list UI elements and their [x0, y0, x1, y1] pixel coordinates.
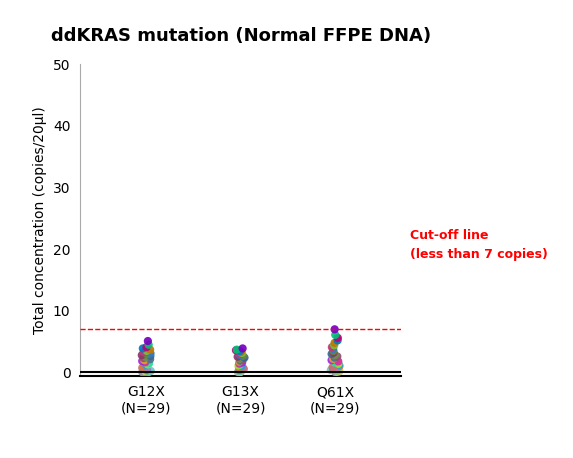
Point — [330, 352, 339, 359]
Point — [234, 362, 243, 369]
Text: Cut-off line: Cut-off line — [410, 229, 488, 242]
Point — [234, 364, 244, 371]
Point — [329, 342, 339, 349]
Point — [235, 368, 244, 375]
Point — [329, 347, 338, 354]
Text: (less than 7 copies): (less than 7 copies) — [410, 248, 548, 261]
Point — [236, 350, 245, 358]
Point — [236, 348, 245, 355]
Point — [143, 338, 152, 345]
Point — [236, 357, 245, 365]
Point — [142, 354, 151, 361]
Point — [240, 365, 249, 373]
Point — [236, 349, 245, 356]
Point — [329, 349, 338, 356]
Point — [231, 347, 241, 354]
Point — [326, 366, 335, 374]
Point — [333, 334, 343, 342]
Point — [240, 354, 249, 361]
Point — [327, 350, 336, 358]
Point — [138, 369, 147, 376]
Point — [335, 363, 344, 370]
Point — [146, 346, 155, 353]
Point — [142, 365, 151, 372]
Point — [236, 361, 245, 368]
Point — [235, 366, 244, 374]
Point — [137, 352, 146, 359]
Point — [331, 331, 340, 338]
Point — [140, 356, 149, 364]
Point — [146, 350, 155, 357]
Point — [140, 359, 150, 366]
Point — [142, 344, 151, 351]
Point — [335, 368, 344, 375]
Point — [332, 368, 342, 376]
Point — [146, 367, 155, 375]
Point — [330, 359, 339, 366]
Point — [138, 357, 147, 365]
Point — [142, 366, 151, 374]
Point — [236, 369, 245, 376]
Point — [328, 345, 337, 353]
Point — [328, 364, 337, 371]
Point — [236, 367, 245, 375]
Point — [141, 368, 150, 376]
Point — [331, 369, 340, 376]
Point — [236, 368, 245, 376]
Point — [233, 368, 242, 376]
Point — [146, 353, 155, 360]
Point — [333, 337, 342, 344]
Point — [233, 353, 242, 360]
Point — [238, 345, 247, 352]
Point — [238, 359, 247, 366]
Point — [329, 365, 338, 373]
Point — [143, 351, 152, 358]
Point — [139, 349, 148, 356]
Point — [330, 354, 339, 361]
Point — [333, 360, 343, 367]
Point — [235, 358, 244, 365]
Point — [143, 361, 152, 368]
Point — [327, 344, 336, 351]
Point — [236, 351, 245, 359]
Point — [144, 341, 153, 349]
Point — [332, 367, 342, 374]
Point — [144, 368, 153, 375]
Point — [238, 365, 248, 372]
Point — [232, 346, 241, 353]
Point — [330, 326, 339, 333]
Point — [144, 360, 154, 367]
Point — [142, 362, 151, 369]
Point — [333, 353, 342, 360]
Point — [138, 345, 147, 352]
Point — [329, 355, 338, 363]
Point — [146, 355, 155, 363]
Point — [139, 354, 148, 362]
Point — [327, 356, 336, 364]
Point — [237, 363, 246, 370]
Point — [238, 352, 248, 360]
Point — [335, 361, 344, 369]
Point — [236, 355, 245, 363]
Text: ddKRAS mutation (Normal FFPE DNA): ddKRAS mutation (Normal FFPE DNA) — [50, 27, 431, 45]
Point — [331, 365, 340, 372]
Point — [144, 368, 154, 376]
Point — [142, 347, 151, 354]
Point — [138, 364, 147, 371]
Point — [235, 360, 244, 367]
Point — [237, 349, 246, 357]
Point — [333, 358, 343, 365]
Point — [330, 339, 339, 347]
Point — [139, 363, 148, 370]
Point — [238, 356, 248, 364]
Y-axis label: Total concentration (copies/20μl): Total concentration (copies/20μl) — [33, 106, 48, 334]
